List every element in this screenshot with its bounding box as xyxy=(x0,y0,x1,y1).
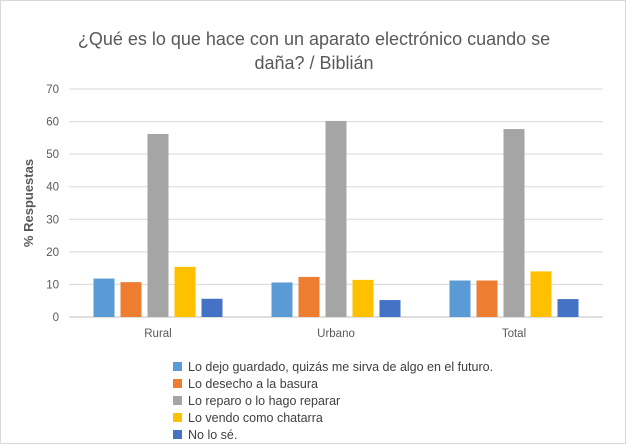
bar xyxy=(93,278,115,317)
legend-item: No lo sé. xyxy=(173,426,493,443)
bar xyxy=(325,120,347,317)
y-axis-title: % Respuestas xyxy=(21,159,36,247)
legend-swatch xyxy=(173,430,182,439)
bar xyxy=(530,271,552,317)
bar xyxy=(174,266,196,317)
x-tick-label: Rural xyxy=(144,328,171,340)
y-tick-label: 10 xyxy=(46,279,59,291)
y-tick-label: 60 xyxy=(46,117,59,129)
legend-label: Lo vendo como chatarra xyxy=(188,410,323,425)
legend-label: Lo dejo guardado, quizás me sirva de alg… xyxy=(188,359,494,374)
y-tick-label: 50 xyxy=(46,149,59,161)
bar xyxy=(557,299,579,317)
bar xyxy=(379,300,401,317)
bar xyxy=(271,282,293,317)
legend-swatch xyxy=(173,362,182,371)
legend-item: Lo reparo o lo hago reparar xyxy=(173,392,493,409)
y-tick-label: 20 xyxy=(46,247,59,259)
bar xyxy=(201,298,223,317)
legend-label: No lo sé. xyxy=(188,427,238,442)
legend-swatch xyxy=(173,413,182,422)
legend-swatch xyxy=(173,379,182,388)
bar xyxy=(476,280,498,317)
bar xyxy=(147,133,169,317)
y-tick-label: 30 xyxy=(46,214,59,226)
legend-label: Lo desecho a la basura xyxy=(188,376,318,391)
chart-title-line-2: daña? / Biblián xyxy=(254,53,374,73)
legend-label: Lo reparo o lo hago reparar xyxy=(188,393,341,408)
legend: Lo dejo guardado, quizás me sirva de alg… xyxy=(173,358,493,443)
legend-item: Lo vendo como chatarra xyxy=(173,409,493,426)
bar xyxy=(298,276,320,317)
bar xyxy=(352,279,374,317)
bar xyxy=(503,129,525,317)
y-tick-label: 70 xyxy=(46,84,59,96)
chart-title-line-1: ¿Qué es lo que hace con un aparato elect… xyxy=(77,29,551,49)
y-tick-label: 40 xyxy=(46,182,59,194)
y-tick-label: 0 xyxy=(53,312,59,324)
bar xyxy=(449,280,471,317)
x-tick-label: Urbano xyxy=(317,328,355,340)
legend-item: Lo dejo guardado, quizás me sirva de alg… xyxy=(173,358,493,375)
bar xyxy=(120,282,142,317)
x-tick-label: Total xyxy=(502,328,526,340)
legend-swatch xyxy=(173,396,182,405)
legend-item: Lo desecho a la basura xyxy=(173,375,493,392)
